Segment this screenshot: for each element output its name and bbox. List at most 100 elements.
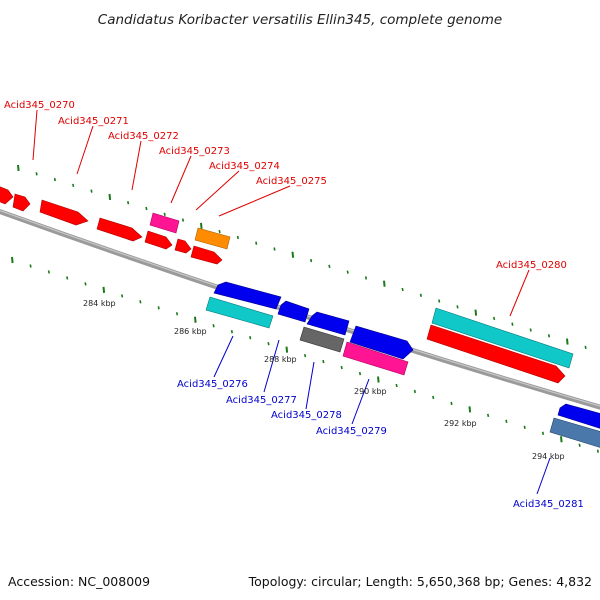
- minor-tick: [419, 293, 422, 297]
- minor-tick: [267, 342, 270, 346]
- gene-label-acid345-0272[interactable]: Acid345_0272: [108, 131, 179, 142]
- minor-tick: [163, 212, 166, 216]
- major-tick: [560, 436, 563, 443]
- minor-tick: [505, 419, 508, 423]
- minor-tick: [432, 395, 435, 400]
- gene-arrow-red[interactable]: [96, 217, 143, 242]
- minor-tick: [145, 206, 148, 211]
- major-tick: [566, 338, 569, 345]
- gene-arrow-blue[interactable]: [349, 325, 414, 360]
- minor-tick: [181, 218, 185, 222]
- major-tick: [468, 406, 472, 413]
- minor-tick: [395, 383, 398, 388]
- gene-arrow-red[interactable]: [426, 324, 566, 384]
- gene-arrow-blue[interactable]: [306, 311, 350, 336]
- major-tick: [377, 376, 380, 383]
- minor-tick: [364, 276, 368, 280]
- major-tick: [194, 316, 197, 323]
- major-tick: [17, 164, 20, 172]
- gene-arrow-blue[interactable]: [277, 300, 310, 323]
- gene-label-acid345-0270[interactable]: Acid345_0270: [4, 100, 75, 111]
- callout-lines-top: [32, 109, 530, 317]
- gene-arrow-magenta[interactable]: [149, 212, 180, 234]
- minor-tick: [273, 247, 276, 251]
- minor-tick: [139, 300, 142, 304]
- minor-tick: [304, 353, 307, 358]
- minor-tick: [547, 334, 551, 338]
- scale-label: 290 kbp: [354, 387, 387, 396]
- gene-arrow-steelblue[interactable]: [549, 417, 600, 448]
- gene-arrow-red[interactable]: [0, 186, 14, 205]
- gene-label-acid345-0274[interactable]: Acid345_0274: [209, 161, 280, 172]
- gene-arrow-magenta[interactable]: [342, 341, 409, 376]
- gene-label-acid345-0279[interactable]: Acid345_0279: [316, 426, 387, 437]
- minor-tick: [255, 241, 258, 245]
- minor-tick: [596, 449, 599, 453]
- major-tick: [285, 346, 289, 353]
- accession-text: Accession: NC_008009: [8, 574, 150, 589]
- minor-tick: [157, 306, 160, 310]
- minor-tick: [493, 316, 496, 321]
- minor-tick: [523, 425, 526, 429]
- minor-tick: [72, 183, 75, 188]
- gene-arrow-red[interactable]: [190, 245, 223, 265]
- gene-label-acid345-0277[interactable]: Acid345_0277: [226, 395, 297, 406]
- minor-tick: [413, 389, 416, 394]
- gene-arrow-gray[interactable]: [299, 326, 345, 353]
- gene-arrow-blue[interactable]: [557, 403, 600, 429]
- callout-lines-bottom: [213, 335, 551, 495]
- gene-arrow-red[interactable]: [39, 199, 89, 226]
- minor-tick: [249, 336, 252, 340]
- gene-label-acid345-0276[interactable]: Acid345_0276: [177, 379, 248, 390]
- minor-tick: [584, 345, 587, 350]
- gene-label-acid345-0271[interactable]: Acid345_0271: [58, 116, 129, 127]
- minor-tick: [53, 177, 56, 182]
- minor-tick: [310, 258, 313, 263]
- minor-tick: [230, 330, 233, 334]
- minor-tick: [438, 299, 441, 303]
- gene-arrow-cyan[interactable]: [205, 296, 274, 329]
- gene-label-acid345-0278[interactable]: Acid345_0278: [271, 410, 342, 421]
- minor-tick: [236, 235, 239, 240]
- map-title: Candidatus Koribacter versatilis Ellin34…: [98, 12, 502, 28]
- gene-label-acid345-0280[interactable]: Acid345_0280: [496, 260, 567, 271]
- minor-tick: [35, 172, 38, 176]
- minor-tick: [346, 270, 349, 274]
- minor-tick: [529, 328, 532, 332]
- minor-tick: [322, 359, 325, 364]
- gene-arrow-blue[interactable]: [213, 281, 282, 310]
- minor-tick: [456, 305, 459, 309]
- gene-arrow-red[interactable]: [174, 238, 192, 254]
- major-tick: [108, 193, 112, 201]
- scale-label: 284 kbp: [83, 299, 116, 308]
- minor-tick: [218, 229, 221, 234]
- scale-label: 286 kbp: [174, 327, 207, 336]
- scale-label: 294 kbp: [532, 452, 565, 461]
- major-tick: [102, 286, 106, 293]
- gene-arrow-cyan[interactable]: [431, 307, 574, 369]
- gene-arrow-red[interactable]: [144, 230, 173, 250]
- topology-text: Topology: circular; Length: 5,650,368 bp…: [248, 574, 592, 589]
- gene-arrow-red[interactable]: [12, 193, 31, 212]
- major-tick: [200, 222, 203, 229]
- scale-label: 292 kbp: [444, 419, 477, 428]
- minor-tick: [121, 294, 124, 298]
- tick-marks: [11, 164, 599, 453]
- minor-tick: [175, 312, 179, 316]
- minor-tick: [578, 443, 581, 447]
- major-tick: [383, 280, 386, 287]
- major-tick: [291, 251, 295, 258]
- minor-tick: [340, 365, 343, 370]
- gene-arrow-orange[interactable]: [194, 227, 231, 250]
- gene-label-acid345-0273[interactable]: Acid345_0273: [159, 146, 230, 157]
- gene-label-acid345-0281[interactable]: Acid345_0281: [513, 499, 584, 510]
- gene-label-acid345-0275[interactable]: Acid345_0275: [256, 176, 327, 187]
- scale-label: 288 kbp: [264, 355, 297, 364]
- minor-tick: [47, 270, 50, 274]
- minor-tick: [541, 431, 545, 435]
- major-tick: [474, 309, 478, 316]
- minor-tick: [401, 287, 404, 292]
- minor-tick: [29, 264, 32, 268]
- minor-tick: [328, 264, 331, 269]
